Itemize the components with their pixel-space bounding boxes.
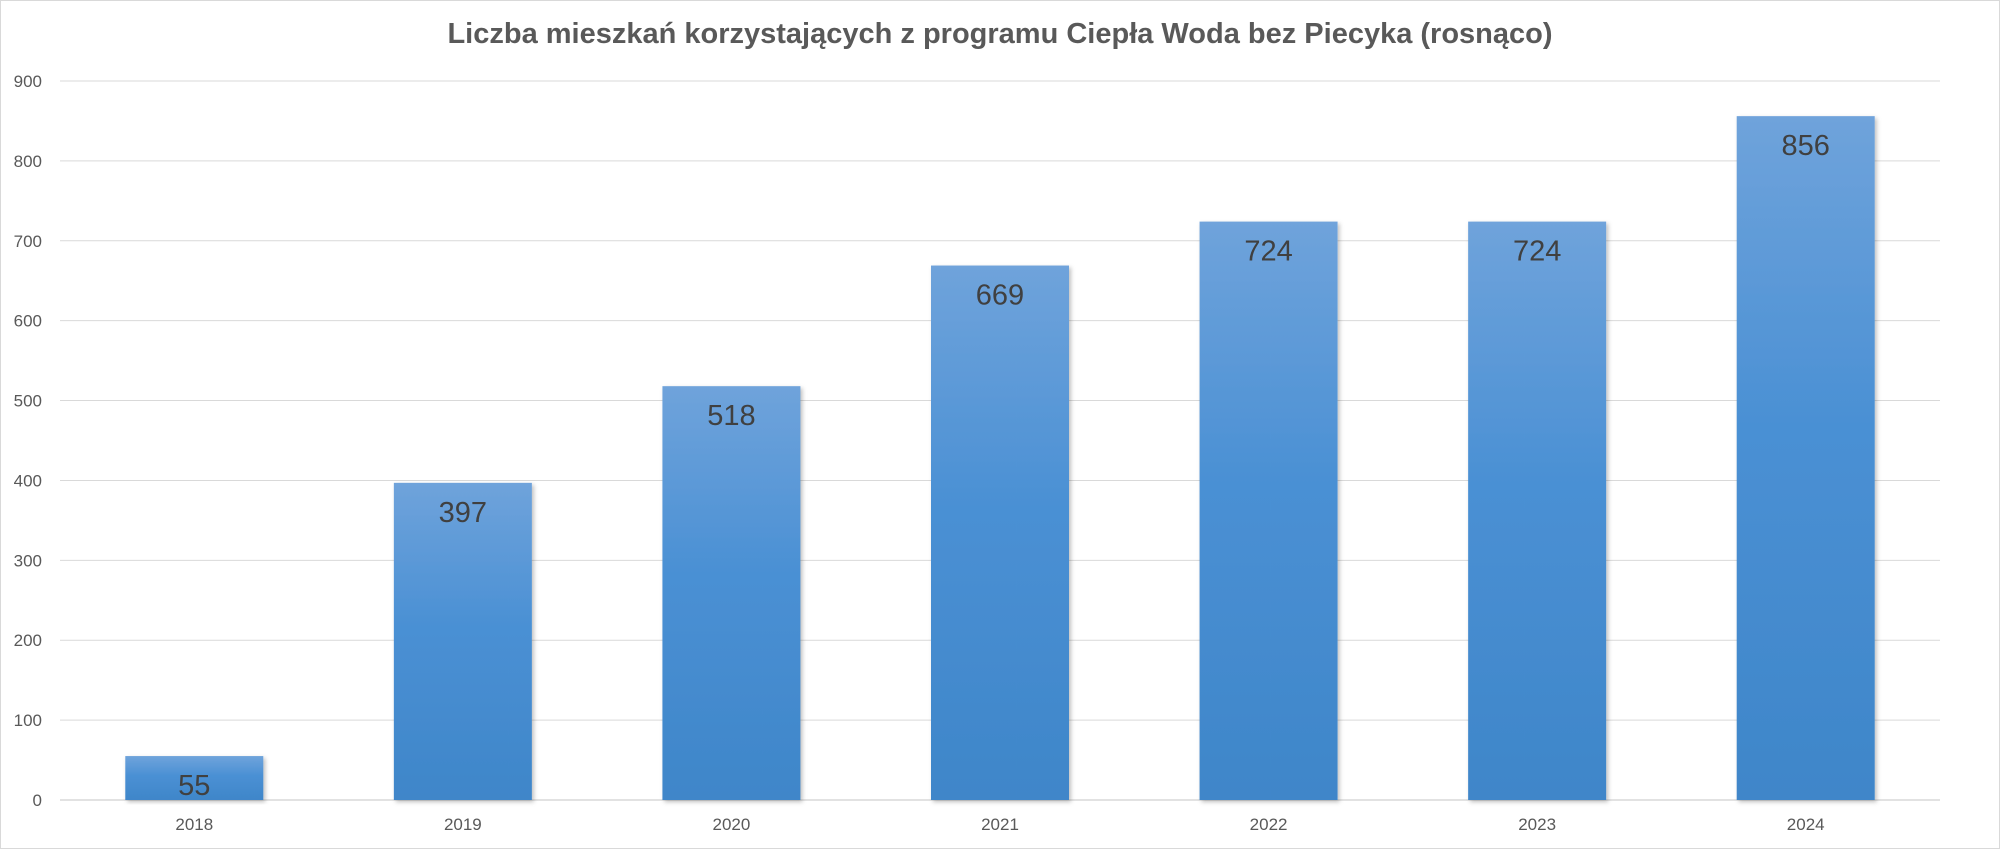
bars: 55 397 518 669 724 724 856: [125, 116, 1875, 802]
x-tick-label: 2022: [1250, 815, 1288, 834]
y-axis: 0 100 200 300 400 500 600 700 800 900: [14, 72, 42, 810]
data-label-2023: 724: [1513, 236, 1561, 268]
y-tick-label: 400: [14, 471, 42, 490]
bar-2022: [1199, 221, 1338, 801]
x-tick-label: 2018: [175, 815, 213, 834]
bar-2020: [662, 386, 801, 800]
bar-2019: [393, 482, 532, 800]
x-tick-label: 2020: [713, 815, 751, 834]
chart-title: Liczba mieszkań korzystających z program…: [447, 18, 1553, 50]
data-label-2020: 518: [707, 400, 755, 432]
data-label-2021: 669: [976, 280, 1024, 312]
y-tick-label: 200: [14, 631, 42, 650]
x-tick-label: 2021: [981, 815, 1019, 834]
y-tick-label: 900: [14, 72, 42, 91]
data-label-2018: 55: [178, 770, 210, 802]
x-tick-label: 2023: [1518, 815, 1556, 834]
y-tick-label: 600: [14, 312, 42, 331]
bar-2021: [931, 265, 1069, 800]
y-tick-label: 100: [14, 711, 42, 730]
data-label-2022: 724: [1244, 236, 1292, 268]
bar-2018: [125, 756, 264, 800]
x-axis: 2018 2019 2020 2021 2022 2023 2024: [175, 815, 1824, 834]
bar-2023: [1468, 221, 1607, 801]
y-tick-label: 0: [33, 791, 42, 810]
bar-2024: [1736, 116, 1875, 800]
x-tick-label: 2019: [444, 815, 482, 834]
y-tick-label: 500: [14, 392, 42, 411]
x-tick-label: 2024: [1787, 815, 1825, 834]
data-label-2019: 397: [439, 497, 487, 529]
y-tick-label: 800: [14, 152, 42, 171]
data-label-2024: 856: [1782, 130, 1830, 162]
y-tick-label: 700: [14, 232, 42, 251]
y-tick-label: 300: [14, 551, 42, 570]
